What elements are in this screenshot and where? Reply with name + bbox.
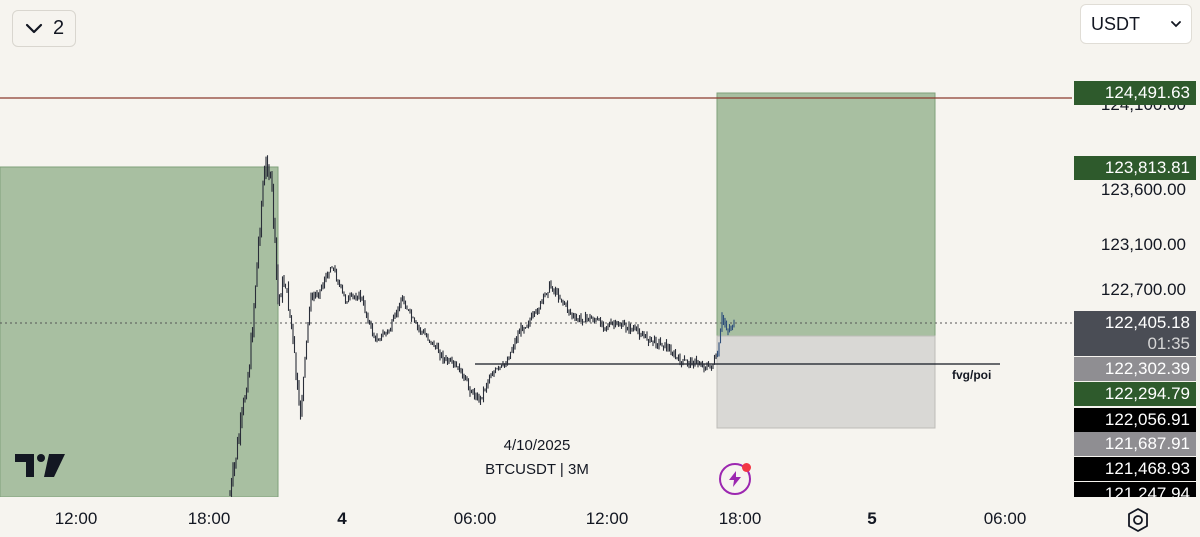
tradingview-logo[interactable] xyxy=(14,452,66,480)
price-label-entry: 122,294.79 xyxy=(1074,382,1196,406)
lightning-icon[interactable] xyxy=(719,463,751,495)
time-tick: 06:00 xyxy=(453,509,497,528)
currency-select[interactable]: USDT xyxy=(1080,4,1192,44)
time-tick: 12:00 xyxy=(585,509,629,528)
legend-date: 4/10/2025 xyxy=(503,437,571,454)
price-label: 122,056.91 xyxy=(1074,408,1196,432)
price-tick: 122,700.00 xyxy=(1100,280,1186,299)
time-tick-day: 5 xyxy=(867,509,877,528)
price-label: 122,302.39 xyxy=(1074,357,1196,381)
time-tick: 06:00 xyxy=(983,509,1027,528)
price-series xyxy=(229,155,735,497)
price-chart[interactable] xyxy=(0,0,1072,497)
chart-area[interactable] xyxy=(0,0,1072,497)
position-profit-zone-left[interactable] xyxy=(0,166,279,497)
time-tick: 18:00 xyxy=(718,509,762,528)
time-tick: 12:00 xyxy=(54,509,98,528)
price-label-target: 123,813.81 xyxy=(1074,156,1196,180)
candle-countdown: 01:35 xyxy=(1074,332,1196,356)
price-label-line: 124,491.63 xyxy=(1074,81,1196,105)
price-label-stop: 121,687.91 xyxy=(1074,432,1196,456)
position-profit-zone[interactable] xyxy=(716,92,936,337)
time-axis[interactable]: 12:00 18:00 4 06:00 12:00 18:00 5 06:00 xyxy=(0,497,1200,537)
collapse-button[interactable]: 2 xyxy=(12,10,76,47)
fvg-poi-label: fvg/poi xyxy=(952,368,992,382)
position-loss-zone[interactable] xyxy=(716,335,936,429)
price-label-current: 122,405.18 xyxy=(1074,311,1196,335)
price-label: 121,247.94 xyxy=(1074,482,1196,497)
time-tick-day: 4 xyxy=(337,509,347,528)
legend-symbol: BTCUSDT | 3M xyxy=(485,461,589,478)
price-axis[interactable]: 124,100.00 123,600.00 123,100.00 122,700… xyxy=(1072,0,1200,497)
notification-dot xyxy=(742,463,751,472)
currency-value: USDT xyxy=(1091,13,1140,34)
settings-icon[interactable] xyxy=(1124,506,1152,534)
time-tick: 18:00 xyxy=(187,509,231,528)
price-tick: 123,600.00 xyxy=(1100,180,1186,199)
chevron-down-icon xyxy=(25,23,43,33)
price-label: 121,468.93 xyxy=(1074,457,1196,481)
chevron-down-icon xyxy=(1171,21,1181,28)
price-tick: 123,100.00 xyxy=(1100,235,1186,254)
collapse-count: 2 xyxy=(53,17,65,39)
